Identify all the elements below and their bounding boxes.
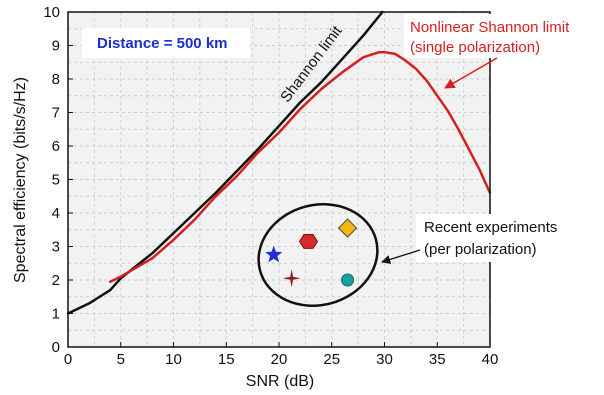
x-axis-label: SNR (dB) [246, 373, 314, 390]
experiment-marker-star [265, 245, 283, 263]
experiments-label-bg [416, 214, 588, 262]
nonlinear-label-line2: (single polarization) [410, 39, 540, 56]
x-tick-label: 20 [271, 351, 288, 368]
nonlinear-arrow [444, 57, 498, 89]
experiments-arrow [381, 249, 421, 264]
distance-label: Distance = 500 km [97, 35, 228, 52]
grid [67, 11, 491, 348]
y-tick-label: 9 [52, 38, 60, 55]
axes [67, 11, 491, 348]
series-line-0 [66, 10, 384, 315]
experiments-ellipse [257, 203, 379, 307]
y-tick-label: 2 [52, 272, 60, 289]
y-tick-label: 4 [52, 205, 60, 222]
experiment-marker-circle [341, 273, 355, 287]
y-tick-label: 10 [43, 4, 60, 21]
distance-box [82, 28, 250, 58]
x-tick-label: 30 [376, 351, 393, 368]
x-tick-label: 10 [165, 351, 182, 368]
experiment-marker-diamond [337, 218, 358, 238]
experiments-label-line2: (per polarization) [424, 241, 537, 258]
x-tick-label: 0 [64, 351, 72, 368]
y-tick-label: 8 [52, 71, 60, 88]
experiment-marker-hexagon [298, 234, 319, 249]
distance-annotation: Distance = 500 km [82, 28, 250, 58]
x-tick-label: 25 [323, 351, 340, 368]
y-axis-label: Spectral efficiency (bits/s/Hz) [12, 77, 29, 283]
nonlinear-label-bg [404, 14, 604, 58]
experiment-marker-cross [282, 269, 301, 288]
series-line-1 [108, 50, 492, 283]
nonlinear-label-line1: Nonlinear Shannon limit [410, 19, 570, 36]
y-tick-label: 7 [52, 105, 60, 122]
tick-labels: 0 5 10 15 20 25 30 35 40 0 1 2 3 4 5 6 7 8 9 10 [43, 4, 498, 368]
y-tick-label: 1 [52, 306, 60, 323]
experiment-markers [265, 218, 358, 288]
experiments-label-line1: Recent experiments [424, 219, 557, 236]
nonlinear-annotation: Nonlinear Shannon limit (single polariza… [404, 14, 604, 89]
x-tick-label: 5 [117, 351, 125, 368]
y-tick-label: 6 [52, 138, 60, 155]
x-tick-label: 40 [482, 351, 499, 368]
y-tick-label: 0 [52, 339, 60, 356]
x-tick-label: 35 [429, 351, 446, 368]
experiments-annotation: Recent experiments (per polarization) [381, 214, 588, 264]
x-tick-label: 15 [218, 351, 235, 368]
y-tick-label: 5 [52, 172, 60, 189]
series-lines [66, 10, 492, 315]
y-tick-label: 3 [52, 239, 60, 256]
